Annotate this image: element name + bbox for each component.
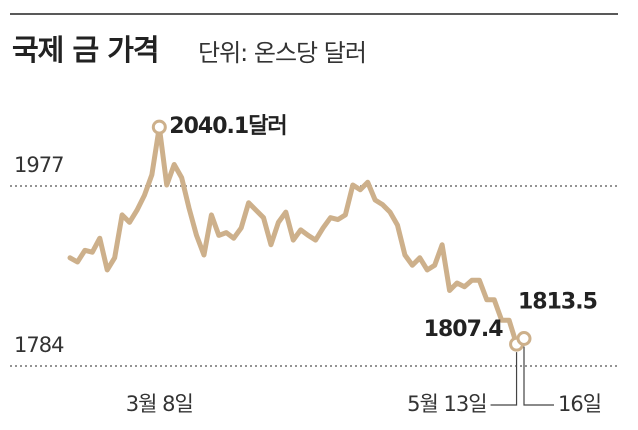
y-tick-label: 1977 — [14, 153, 63, 177]
point-marker — [516, 330, 532, 346]
point-marker — [151, 119, 167, 135]
price-line — [67, 124, 527, 347]
value-label: 1813.5 — [518, 289, 597, 314]
x-tick-label: 5월 13일 — [407, 392, 486, 416]
connector — [490, 352, 518, 406]
chart-subtitle: 단위: 온스당 달러 — [198, 39, 366, 67]
x-tick-label: 16일 — [558, 392, 601, 416]
value-label: 1807.4 — [424, 317, 504, 342]
connector — [523, 346, 554, 406]
x-tick-label: 3월 8일 — [126, 392, 193, 416]
y-tick-label: 1784 — [14, 333, 64, 357]
value-label: 2040.1달러 — [169, 114, 286, 139]
chart-title: 국제 금 가격 — [12, 33, 159, 67]
